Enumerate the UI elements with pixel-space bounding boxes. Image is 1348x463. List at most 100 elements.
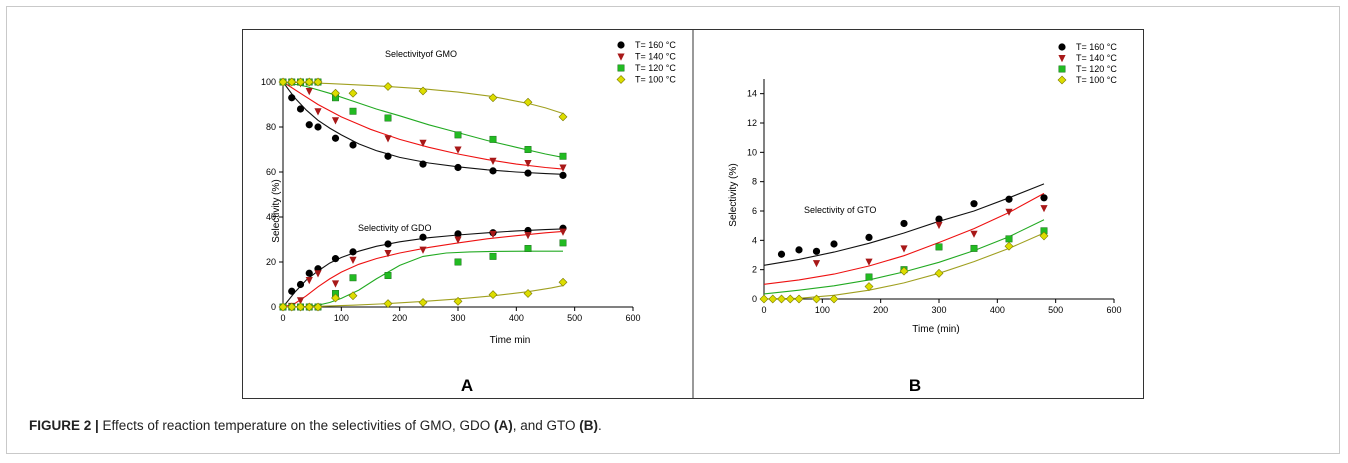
data-point (349, 256, 357, 264)
panel-a-ylabel: Selectivity (%) (271, 179, 282, 242)
data-point (559, 164, 567, 172)
y-tick-label: 0 (752, 294, 757, 304)
panel-b-plot: 0 100 200 300 400 500 600 0 2 4 6 8 10 12 14 (747, 79, 1122, 315)
data-point (523, 97, 533, 107)
y-tick-label: 10 (747, 147, 757, 157)
annotation-gdo: Selectivity of GDO (358, 223, 432, 233)
data-point (559, 171, 567, 179)
data-point (287, 302, 297, 312)
data-point (313, 302, 323, 312)
data-point (812, 247, 821, 255)
data-point (296, 280, 305, 289)
data-point (559, 228, 567, 236)
data-point (489, 167, 497, 175)
y-tick-label: 80 (266, 122, 276, 132)
data-point (454, 131, 462, 139)
data-point (829, 294, 839, 304)
data-point (383, 82, 393, 91)
data-point (934, 268, 944, 278)
data-point (900, 245, 908, 253)
x-tick-label: 500 (1048, 305, 1063, 315)
caption-text-1: Effects of reaction temperature on the s… (98, 418, 494, 433)
caption-ref-a: (A) (493, 418, 513, 433)
data-point (865, 233, 873, 241)
x-tick-label: 600 (625, 313, 640, 323)
data-point (524, 160, 532, 168)
panel-b-label: B (909, 376, 921, 395)
data-point (419, 233, 427, 241)
data-point (524, 245, 532, 252)
legend-label: T= 160 °C (635, 40, 676, 50)
data-point (384, 135, 392, 143)
y-tick-label: 100 (261, 77, 276, 87)
data-point (970, 200, 978, 208)
data-point (384, 250, 392, 258)
data-point (864, 282, 874, 291)
figure-frame: 0 100 200 300 400 500 600 0 20 40 60 80 100 Selectiv… (6, 6, 1340, 454)
data-point (489, 157, 497, 165)
data-point (296, 302, 305, 312)
panel-a-plot: 0 100 200 300 400 500 600 0 20 40 60 80 100 (261, 77, 641, 323)
data-point (418, 86, 428, 96)
data-point (331, 134, 340, 142)
data-point (296, 105, 305, 113)
data-point (1005, 208, 1013, 216)
panel-b: 0 100 200 300 400 500 600 0 2 4 6 8 10 12 14 Selectivi… (728, 42, 1122, 395)
legend-label: T= 120 °C (635, 63, 676, 73)
legend-label: T= 140 °C (1076, 53, 1117, 63)
data-point (558, 277, 568, 287)
x-tick-label: 300 (450, 313, 465, 323)
fit-curve (282, 230, 564, 308)
data-point (331, 255, 340, 263)
data-point (349, 141, 357, 149)
y-tick-label: 6 (752, 206, 757, 216)
fit-curve (282, 81, 564, 115)
data-point (304, 302, 314, 312)
data-point (419, 246, 427, 254)
panel-b-xlabel: Time (min) (912, 324, 959, 335)
x-tick-label: 600 (1106, 305, 1121, 315)
data-point (349, 274, 357, 282)
data-point (383, 299, 393, 309)
data-point (348, 88, 358, 98)
legend-marker (1057, 75, 1067, 85)
legend-label: T= 100 °C (635, 75, 676, 85)
fit-curve (282, 81, 564, 158)
caption-text-3: . (598, 418, 602, 433)
y-tick-label: 8 (752, 177, 757, 187)
data-point (418, 298, 428, 307)
x-tick-label: 0 (280, 313, 285, 323)
legend-marker (1058, 43, 1066, 51)
y-tick-label: 14 (747, 89, 757, 99)
legend-marker (1058, 65, 1066, 73)
caption-ref-b: (B) (579, 418, 598, 433)
data-point (523, 289, 533, 298)
data-point (524, 146, 532, 153)
data-point (454, 163, 462, 172)
data-point (419, 160, 427, 168)
x-tick-label: 100 (815, 305, 830, 315)
data-point (384, 240, 392, 248)
data-point (288, 94, 296, 102)
data-point (759, 294, 769, 304)
caption-text-2: , and GTO (512, 418, 580, 433)
legend-marker (1058, 55, 1066, 63)
x-tick-label: 0 (761, 305, 766, 315)
data-point (348, 291, 358, 301)
panel-b-ylabel: Selectivity (%) (728, 163, 739, 226)
y-tick-label: 20 (266, 257, 276, 267)
data-point (1039, 231, 1049, 241)
fit-curve (282, 81, 564, 175)
data-point (314, 270, 322, 278)
y-tick-label: 2 (752, 265, 757, 275)
data-point (795, 246, 803, 254)
data-point (314, 123, 322, 131)
panel-a-xlabel: Time min (490, 335, 531, 346)
data-point (349, 107, 357, 115)
data-point (349, 248, 357, 256)
data-point (304, 77, 314, 87)
x-tick-label: 200 (392, 313, 407, 323)
data-point (559, 239, 567, 247)
data-point (296, 77, 305, 87)
data-point (524, 169, 532, 177)
